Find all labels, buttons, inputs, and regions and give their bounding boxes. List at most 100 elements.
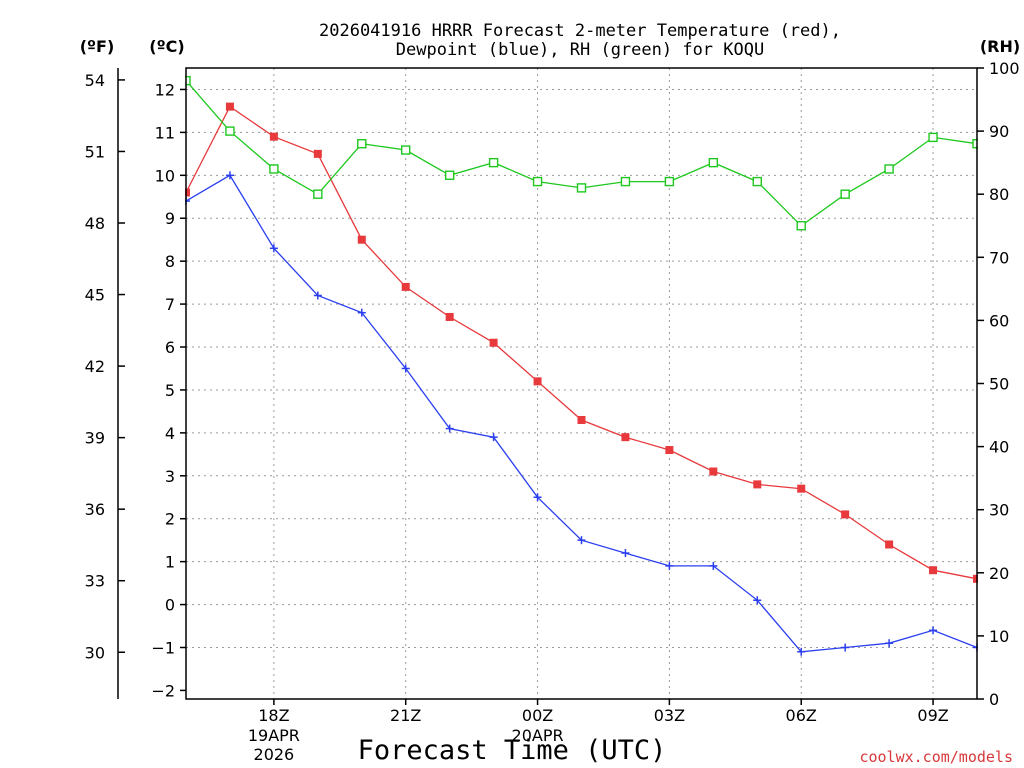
temperature-point xyxy=(929,566,938,575)
celsius-tick-label: 8 xyxy=(165,252,175,271)
x-tick-date-label: 20APR xyxy=(512,726,564,745)
x-tick-label: 18Z xyxy=(258,706,289,725)
rh-tick-label: 60 xyxy=(989,311,1009,330)
x-tick-date-label: 19APR xyxy=(248,726,300,745)
rh-point xyxy=(225,126,235,136)
rh-point xyxy=(840,189,850,199)
fahrenheit-tick-label: 54 xyxy=(85,71,105,90)
dewpoint-point xyxy=(929,626,938,635)
temperature-point xyxy=(973,574,978,583)
rh-tick-label: 100 xyxy=(989,59,1020,78)
rh-tick-label: 0 xyxy=(989,690,999,709)
rh-tick-label: 30 xyxy=(989,501,1009,520)
rh-tick-label: 80 xyxy=(989,185,1009,204)
celsius-tick-label: 4 xyxy=(165,424,175,443)
rh-point xyxy=(532,176,543,187)
fahrenheit-tick-label: 33 xyxy=(85,572,105,591)
temperature-point xyxy=(621,433,630,442)
dewpoint-point xyxy=(357,308,366,317)
temperature-point xyxy=(445,312,454,321)
dewpoint-point xyxy=(445,424,454,433)
plot-frame xyxy=(185,67,978,700)
celsius-unit-label: (ºC) xyxy=(149,37,184,56)
celsius-tick-label: 1 xyxy=(165,553,175,572)
rh-point xyxy=(576,183,587,193)
temperature-point xyxy=(269,132,278,141)
dewpoint-point xyxy=(797,647,806,656)
rh-point xyxy=(269,164,279,174)
temperature-point xyxy=(185,188,190,197)
fahrenheit-unit-label: (ºF) xyxy=(80,37,115,56)
rh-tick-label: 50 xyxy=(989,375,1009,394)
celsius-tick-label: 2 xyxy=(165,510,175,529)
x-tick-label: 09Z xyxy=(917,706,948,725)
rh-tick-label: 40 xyxy=(989,438,1009,457)
rh-point xyxy=(620,176,631,187)
temperature-point xyxy=(841,510,850,519)
rh-point xyxy=(488,157,499,168)
dewpoint-point xyxy=(709,561,718,570)
rh-point xyxy=(313,189,323,199)
celsius-tick-label: 7 xyxy=(165,295,175,314)
rh-point xyxy=(796,221,806,231)
x-tick-year-label: 2026 xyxy=(254,745,295,764)
celsius-tick-label: 0 xyxy=(165,596,175,615)
dewpoint-point xyxy=(225,171,234,180)
series-line-rh xyxy=(185,80,978,227)
chart-subtitle: Dewpoint (blue), RH (green) for KOQU xyxy=(396,40,764,60)
rh-point xyxy=(401,145,411,155)
dewpoint-point xyxy=(489,433,498,442)
temperature-point xyxy=(753,480,762,489)
x-tick-label: 00Z xyxy=(522,706,553,725)
rh-tick-label: 10 xyxy=(989,627,1009,646)
rh-point xyxy=(357,139,367,149)
celsius-tick-label: 5 xyxy=(165,381,175,400)
fahrenheit-tick-label: 42 xyxy=(85,357,105,376)
gridlines xyxy=(186,68,977,699)
temperature-point xyxy=(797,484,806,493)
celsius-tick-label: 9 xyxy=(165,209,175,228)
rh-point xyxy=(444,170,455,180)
temperature-point xyxy=(709,467,718,476)
series-rh xyxy=(185,75,978,231)
rh-tick-label: 70 xyxy=(989,248,1009,267)
celsius-tick-label: 11 xyxy=(155,123,175,142)
dewpoint-point xyxy=(841,643,850,652)
temperature-point xyxy=(225,102,234,111)
celsius-tick-label: 12 xyxy=(155,80,175,99)
temperature-point xyxy=(665,446,674,455)
rh-tick-label: 20 xyxy=(989,564,1009,583)
dewpoint-point xyxy=(533,493,542,502)
rh-point xyxy=(928,132,938,143)
dewpoint-point xyxy=(313,291,322,300)
fahrenheit-tick-label: 45 xyxy=(85,286,105,305)
chart-title: 2026041916 HRRR Forecast 2-meter Tempera… xyxy=(319,21,841,41)
x-tick-label: 06Z xyxy=(786,706,817,725)
series-line-dewpoint xyxy=(185,174,978,653)
celsius-tick-label: 6 xyxy=(165,338,175,357)
celsius-tick-label: 10 xyxy=(155,166,175,185)
dewpoint-point xyxy=(885,639,894,648)
rh-unit-label: (RH) xyxy=(980,37,1020,56)
rh-point xyxy=(664,176,675,187)
temperature-point xyxy=(401,282,410,291)
temperature-point xyxy=(577,415,586,424)
series-layer xyxy=(185,75,978,656)
x-tick-label: 03Z xyxy=(654,706,685,725)
rh-point xyxy=(708,157,719,168)
series-temperature xyxy=(185,102,978,583)
temperature-point xyxy=(885,540,894,549)
fahrenheit-tick-label: 51 xyxy=(85,142,105,161)
temperature-point xyxy=(357,235,366,244)
dewpoint-point xyxy=(401,364,410,373)
fahrenheit-tick-label: 36 xyxy=(85,500,105,519)
celsius-tick-label: −2 xyxy=(151,681,175,700)
temperature-point xyxy=(489,338,498,347)
x-axis-label: Forecast Time (UTC) xyxy=(358,735,667,766)
axes xyxy=(117,67,984,705)
temperature-point xyxy=(533,377,542,386)
dewpoint-point xyxy=(665,561,674,570)
fahrenheit-tick-label: 39 xyxy=(85,429,105,448)
